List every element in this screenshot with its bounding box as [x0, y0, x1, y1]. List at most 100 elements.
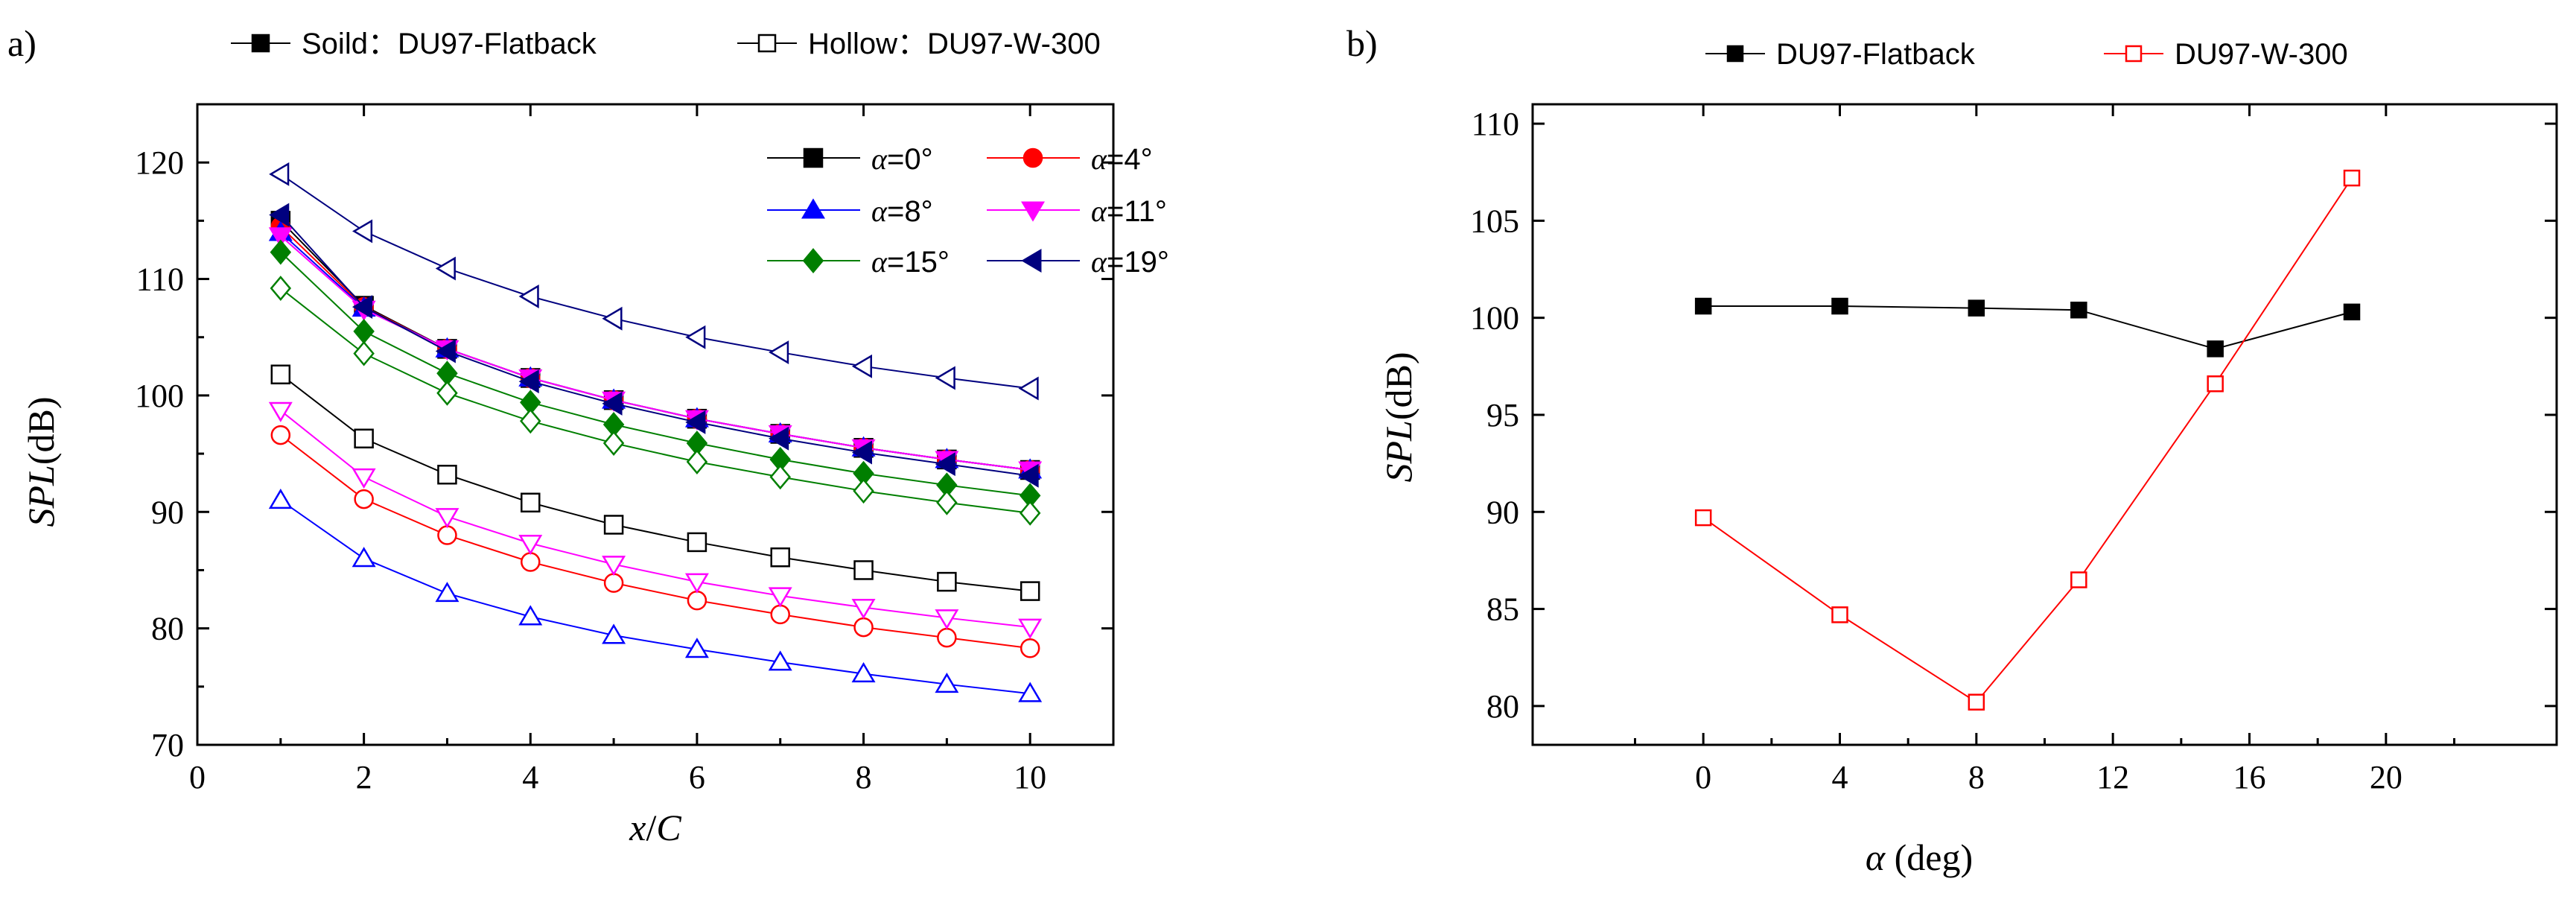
data-point-19-soild	[269, 203, 290, 227]
data-point-19-soild	[851, 440, 872, 465]
legend-marker-soild-du97-flatback	[251, 34, 270, 53]
panel-b-x-tick-label: 16	[2233, 759, 2266, 795]
data-point-4-hollow	[937, 627, 957, 648]
series-line-19-soild	[280, 214, 1031, 477]
data-point-8-hollow	[268, 488, 293, 509]
data-point-11-hollow	[435, 508, 459, 529]
data-point-19-hollow	[685, 325, 706, 349]
series-line-0-hollow	[280, 373, 1031, 592]
panel-a-x-tick-label: 0	[189, 759, 206, 795]
data-point-du97-w-300	[2207, 375, 2224, 393]
data-point-19-hollow	[769, 340, 789, 365]
panel-b-plot: 0 4 8 12 16 20 80 85 90 95 100 105 110	[1470, 103, 2558, 795]
data-point-19-soild	[1018, 463, 1039, 488]
data-point-11-hollow	[935, 609, 959, 630]
series-line-15-hollow	[280, 288, 1031, 514]
data-point-11-hollow	[1018, 618, 1043, 639]
panel-b-y-tick-label: 95	[1486, 397, 1519, 433]
inner-legend-marker-0	[803, 147, 824, 168]
data-point-19-soild	[518, 369, 539, 394]
data-point-8-hollow	[851, 661, 876, 683]
data-point-4-hollow	[853, 617, 874, 638]
data-point-19-soild	[352, 295, 373, 320]
data-point-19-soild	[935, 452, 955, 477]
data-point-0-hollow	[437, 464, 457, 485]
data-point-du97-w-300	[1968, 693, 1985, 711]
data-point-19-hollow	[435, 256, 456, 281]
data-point-15-hollow	[436, 380, 458, 406]
panel-a: a) Soild：DU97-Flatback Hollow：DU97-W-300 …	[7, 22, 1169, 848]
inner-legend-marker-11	[1021, 201, 1045, 222]
panel-b-x-axis-title: α (deg)	[1866, 836, 1973, 878]
inner-legend-marker-4	[1023, 147, 1043, 168]
data-point-du97-flatback	[2207, 340, 2224, 358]
panel-b-y-tick-label: 85	[1486, 591, 1519, 628]
data-point-11-hollow	[684, 573, 709, 594]
data-point-19-soild	[685, 410, 706, 434]
series-line-8-hollow	[280, 499, 1031, 695]
data-point-0-hollow	[853, 560, 874, 580]
panel-a-x-tick-label: 2	[356, 759, 372, 795]
data-point-0-hollow	[270, 364, 291, 385]
data-point-15-soild	[270, 239, 292, 265]
inner-legend-label-11: α=11°	[1091, 194, 1167, 228]
data-point-4-hollow	[437, 525, 457, 545]
legend-label-du97-w-300: DU97-W-300	[2175, 38, 2348, 71]
legend-marker-du97-w-300	[2125, 45, 2143, 63]
panel-b-y-tick-label: 100	[1470, 300, 1519, 337]
panel-a-x-tick-label: 6	[689, 759, 705, 795]
inner-legend-label-8: α=8°	[871, 194, 933, 228]
panel-a-x-tick-label: 10	[1014, 759, 1046, 795]
data-point-15-hollow	[270, 276, 292, 301]
panel-a-y-axis-title: SPL(dB)	[20, 396, 62, 527]
panel-a-label: a)	[7, 22, 36, 64]
data-point-0-hollow	[1020, 581, 1040, 601]
panel-a-x-tick-label: 8	[856, 759, 872, 795]
data-point-du97-w-300	[1694, 509, 1712, 527]
panel-b-y-tick-label: 80	[1486, 688, 1519, 725]
data-point-19-hollow	[602, 306, 623, 331]
data-point-du97-w-300	[1831, 606, 1848, 623]
data-point-19-hollow	[935, 366, 955, 390]
data-point-0-hollow	[687, 532, 707, 553]
data-point-15-hollow	[686, 449, 708, 474]
data-point-11-hollow	[352, 468, 376, 489]
data-point-8-hollow	[684, 638, 709, 658]
data-point-15-hollow	[853, 478, 874, 504]
data-point-4-hollow	[521, 552, 541, 572]
inner-legend-label-4: α=4°	[1091, 142, 1153, 176]
inner-legend-marker-19	[1021, 249, 1042, 273]
data-point-0-hollow	[937, 571, 957, 592]
panel-a-top-legend: Soild：DU97-Flatback Hollow：DU97-W-300	[231, 28, 1101, 60]
panel-b-plot-frame	[1531, 103, 2558, 746]
data-point-8-hollow	[935, 673, 959, 693]
data-point-8-hollow	[768, 650, 792, 671]
data-point-4-hollow	[687, 590, 707, 611]
panel-b-label: b)	[1346, 22, 1378, 64]
data-point-19-hollow	[1018, 376, 1039, 401]
data-point-19-soild	[435, 339, 456, 363]
data-point-19-soild	[602, 391, 623, 416]
data-point-0-hollow	[770, 547, 790, 568]
panel-b-x-tick-label: 4	[1832, 759, 1848, 795]
panel-b-x-tick-label: 8	[1968, 759, 1985, 795]
data-point-du97-flatback	[2343, 303, 2361, 321]
data-point-0-hollow	[603, 515, 624, 535]
data-point-du97-flatback	[1831, 297, 1848, 315]
series-line-15-soild	[280, 251, 1031, 497]
panel-b-x-tick-label: 0	[1695, 759, 1711, 795]
data-point-19-hollow	[352, 219, 373, 244]
data-point-15-hollow	[520, 408, 541, 434]
data-point-4-hollow	[1020, 638, 1040, 658]
panel-a-y-tick-label: 70	[151, 727, 184, 763]
data-point-0-hollow	[521, 492, 541, 513]
data-point-8-hollow	[352, 547, 376, 568]
legend-label-hollow-du97-w-300: Hollow：DU97-W-300	[808, 28, 1101, 60]
data-point-0-hollow	[354, 428, 374, 449]
data-point-11-hollow	[518, 535, 543, 556]
data-point-4-hollow	[270, 425, 291, 445]
data-point-du97-flatback	[1694, 297, 1712, 315]
series-line-4-hollow	[280, 434, 1031, 649]
panel-b-y-tick-label: 110	[1472, 106, 1519, 142]
